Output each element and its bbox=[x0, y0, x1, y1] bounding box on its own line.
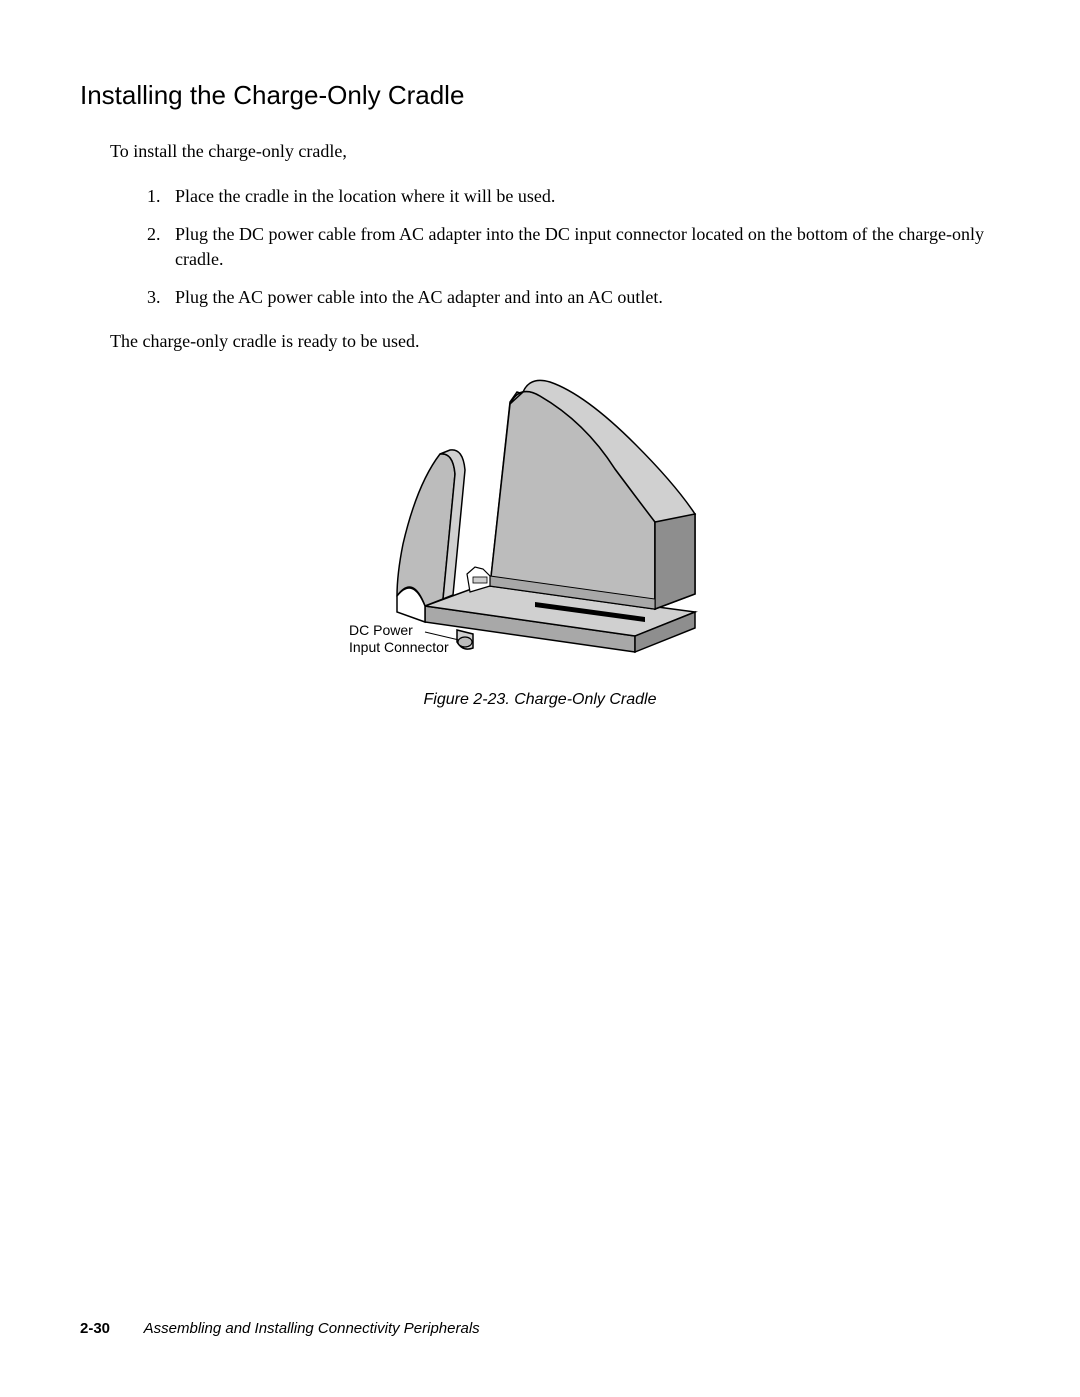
chapter-title: Assembling and Installing Connectivity P… bbox=[144, 1320, 480, 1337]
back-panel-shape bbox=[490, 392, 655, 610]
figure-wrap: DC Power Input Connector bbox=[355, 374, 725, 679]
callout-line2: Input Connector bbox=[349, 639, 449, 655]
closing-paragraph: The charge-only cradle is ready to be us… bbox=[110, 331, 1000, 352]
section-heading: Installing the Charge-Only Cradle bbox=[80, 80, 1000, 111]
document-page: Installing the Charge-Only Cradle To ins… bbox=[0, 0, 1080, 1397]
figure-caption: Figure 2-23. Charge-Only Cradle bbox=[80, 691, 1000, 709]
page-footer: 2-30 Assembling and Installing Connectiv… bbox=[80, 1320, 1000, 1337]
callout-label: DC Power Input Connector bbox=[349, 622, 449, 656]
callout-line1: DC Power bbox=[349, 622, 413, 638]
installation-steps: Place the cradle in the location where i… bbox=[135, 184, 1000, 309]
figure-container: DC Power Input Connector Figure 2-23. Ch… bbox=[80, 374, 1000, 709]
page-number: 2-30 bbox=[80, 1320, 110, 1337]
step-item: Plug the AC power cable into the AC adap… bbox=[165, 285, 1000, 309]
step-item: Plug the DC power cable from AC adapter … bbox=[165, 222, 1000, 271]
step-item: Place the cradle in the location where i… bbox=[165, 184, 1000, 208]
back-panel-side2 bbox=[655, 514, 695, 609]
slot-inner bbox=[473, 577, 487, 583]
intro-paragraph: To install the charge-only cradle, bbox=[110, 141, 1000, 162]
dc-connector-port bbox=[458, 637, 472, 647]
